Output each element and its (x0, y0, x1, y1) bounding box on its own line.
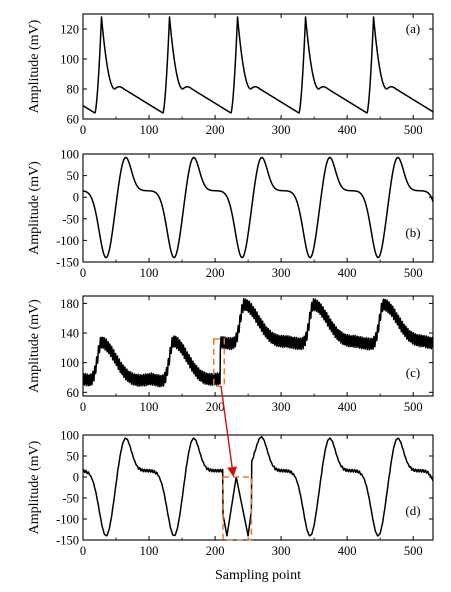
y-tick-label: -150 (56, 256, 79, 270)
panel-a: 0 100 200 300 400 500 60 80 100 120 Amplitude (mV)… (27, 13, 434, 137)
x-tick-label: 400 (338, 123, 357, 137)
y-axis-label: Amplitude (mV) (27, 440, 42, 534)
y-tick-label: 140 (60, 327, 79, 341)
x-tick-label: 0 (80, 266, 86, 280)
x-tick-label: 400 (338, 266, 357, 280)
x-axis-label: Sampling point (215, 568, 301, 583)
x-tick-label: 0 (80, 400, 86, 414)
highlight-box (213, 338, 226, 388)
signal-line (83, 436, 433, 537)
x-tick-label: 500 (404, 544, 423, 558)
y-tick-label: -100 (56, 234, 79, 248)
highlight-box (222, 476, 253, 541)
x-tick-label: 400 (338, 544, 357, 558)
x-tick-label: 300 (272, 544, 291, 558)
x-tick-label: 500 (404, 266, 423, 280)
plot-frame (82, 434, 434, 541)
y-tick-label: 180 (60, 297, 79, 311)
y-tick-label: -50 (62, 492, 79, 506)
y-tick-label: 100 (60, 148, 79, 162)
panel-tag: (b) (405, 225, 420, 240)
connector-arrow (220, 386, 238, 477)
plot-frame (82, 153, 434, 263)
x-tick-label: 400 (338, 400, 357, 414)
signal-line (83, 156, 433, 259)
y-tick-label: -150 (56, 534, 79, 548)
y-tick-label: -100 (56, 513, 79, 527)
x-tick-label: 200 (206, 400, 225, 414)
x-tick-label: 100 (140, 123, 159, 137)
y-axis-label: Amplitude (mV) (27, 299, 42, 393)
y-tick-label: 100 (60, 53, 79, 67)
panel-tag: (d) (405, 503, 420, 518)
y-tick-label: 60 (67, 386, 80, 400)
plot-frame (82, 13, 434, 120)
y-axis-label: Amplitude (mV) (27, 19, 42, 113)
x-tick-label: 0 (80, 544, 86, 558)
y-tick-label: 0 (73, 471, 79, 485)
y-tick-label: 100 (60, 429, 79, 443)
y-tick-label: -50 (62, 212, 79, 226)
y-tick-label: 60 (67, 113, 80, 127)
signal-line (83, 297, 433, 388)
x-tick-label: 100 (140, 266, 159, 280)
signal-line (83, 16, 433, 114)
x-tick-label: 100 (140, 400, 159, 414)
x-tick-label: 300 (272, 123, 291, 137)
x-tick-label: 500 (404, 123, 423, 137)
x-tick-label: 300 (272, 266, 291, 280)
panel-c: 0 100 200 300 400 500 60 100 140 180 Amplitude (mV… (27, 295, 434, 414)
x-tick-label: 0 (80, 123, 86, 137)
y-axis-label: Amplitude (mV) (27, 161, 42, 255)
x-tick-label: 500 (404, 400, 423, 414)
x-tick-label: 200 (206, 544, 225, 558)
y-tick-label: 50 (67, 169, 80, 183)
y-tick-label: 120 (60, 23, 79, 37)
panel-tag: (a) (406, 21, 420, 36)
y-tick-label: 0 (73, 191, 79, 205)
y-tick-label: 100 (60, 356, 79, 370)
panel-d: 0 100 200 300 400 500 -150 -100 -50 0 50 100 Amplitu… (27, 429, 434, 558)
x-tick-label: 300 (272, 400, 291, 414)
panel-tag: (c) (406, 365, 420, 380)
x-tick-label: 100 (140, 544, 159, 558)
y-tick-label: 80 (67, 83, 80, 97)
y-tick-label: 50 (67, 450, 80, 464)
x-tick-label: 200 (206, 266, 225, 280)
x-tick-label: 200 (206, 123, 225, 137)
panel-b: 0 100 200 300 400 500 -150 -100 -50 0 50 100 Amplitu… (27, 148, 434, 280)
